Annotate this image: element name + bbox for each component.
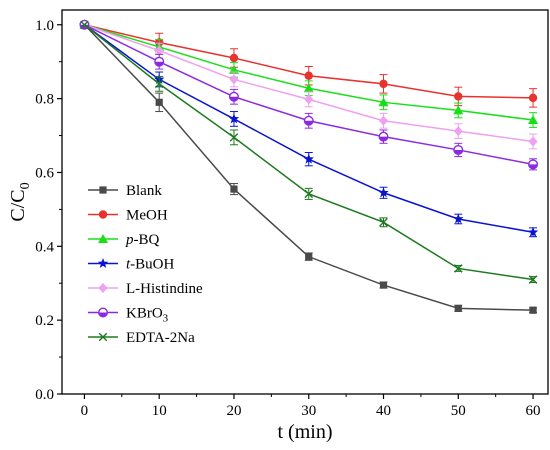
legend-label: Blank [126, 183, 162, 199]
legend: Blank MeOH p-BQ t-BuOH L-Histindine KBrO3 EDTA… [88, 183, 203, 346]
marker-fill [154, 61, 164, 66]
data-point [303, 83, 314, 93]
x-tick-label: 60 [526, 403, 541, 419]
data-point [304, 189, 314, 199]
legend-marker [98, 283, 108, 293]
marker-fill [528, 164, 538, 169]
y-tick-label: 0.6 [35, 165, 54, 181]
data-point [303, 115, 314, 126]
y-axis-title-subscript: 0 [18, 182, 33, 189]
marker-fill [379, 136, 388, 141]
plot-frame [61, 9, 549, 395]
marker-fill [304, 120, 314, 126]
legend-item-l-histindine: L-Histindine [88, 281, 203, 297]
data-point [154, 56, 165, 67]
legend-label: MeOH [126, 208, 168, 224]
legend-item-kbro3: KBrO3 [88, 306, 169, 325]
legend-marker [99, 186, 107, 194]
x-tick-label: 0 [81, 403, 89, 419]
data-point [229, 53, 239, 63]
marker-stroke [304, 189, 314, 199]
data-point [378, 187, 389, 198]
marker-stroke [98, 332, 108, 342]
legend-label: KBrO3 [126, 306, 169, 325]
marker-stroke [229, 133, 239, 142]
data-point [453, 105, 464, 115]
x-tick-label: 30 [301, 403, 316, 419]
marker-stroke [80, 20, 89, 30]
legend-label: EDTA-2Na [126, 330, 195, 346]
data-point [378, 97, 389, 107]
data-point [454, 92, 463, 101]
legend-item-t-buoh: t-BuOH [88, 257, 175, 273]
legend-label: L-Histindine [126, 281, 203, 297]
legend-item-meoh: MeOH [88, 208, 168, 224]
data-point [528, 275, 538, 284]
data-point [305, 253, 313, 261]
data-point [379, 281, 388, 289]
data-point [453, 144, 464, 155]
data-point [528, 93, 538, 103]
legend-marker [98, 332, 108, 342]
data-point [453, 213, 464, 224]
y-tick-label: 0.2 [35, 313, 54, 329]
data-point [379, 115, 389, 126]
data-point [528, 136, 538, 147]
data-point [230, 185, 238, 193]
legend-marker [97, 258, 109, 268]
legend-marker [98, 234, 108, 243]
data-point [80, 20, 89, 30]
marker-stroke [528, 275, 538, 284]
y-tick-label: 0.4 [35, 239, 54, 255]
data-point [527, 226, 539, 237]
data-point [229, 74, 239, 85]
x-axis: 0 10 20 30 40 50 60 [81, 394, 541, 419]
legend-item-p-bq: p-BQ [88, 232, 160, 248]
y-axis-title-main: C/C [7, 189, 29, 221]
marker-stroke [379, 218, 388, 227]
legend-marker [98, 210, 108, 219]
data-point [528, 159, 539, 170]
data-point [228, 113, 240, 124]
marker-stroke [453, 264, 463, 273]
legend-item-blank: Blank [88, 183, 162, 199]
data-point [453, 126, 463, 137]
data-point [155, 98, 163, 106]
legend-label: p-BQ [125, 232, 160, 248]
legend-label: t-BuOH [126, 257, 175, 273]
data-point [304, 94, 314, 105]
x-tick-label: 10 [152, 403, 167, 419]
data-point [304, 71, 313, 80]
data-point [528, 115, 539, 125]
y-axis: 0.0 0.2 0.4 0.6 0.8 1.0 [35, 18, 62, 403]
marker-fill [453, 149, 463, 155]
data-point [379, 79, 388, 89]
data-point [454, 304, 462, 312]
data-point [529, 306, 537, 314]
y-tick-label: 1.0 [35, 18, 54, 34]
data-point [378, 131, 389, 142]
data-point [154, 79, 164, 89]
data-point [303, 153, 314, 164]
data-point [229, 133, 239, 142]
legend-item-edta-2na: EDTA-2Na [88, 330, 195, 346]
data-point [453, 264, 463, 273]
marker-fill [229, 96, 239, 102]
legend-marker [97, 307, 108, 318]
x-tick-label: 40 [376, 403, 391, 419]
plot-marks [79, 19, 539, 314]
y-tick-label: 0.8 [35, 92, 54, 108]
y-tick-label: 0.0 [35, 387, 54, 403]
x-tick-label: 50 [451, 403, 466, 419]
y-axis-title: C/C0 [7, 182, 33, 221]
marker-stroke [154, 79, 164, 89]
x-axis-title: t (min) [278, 421, 333, 443]
series-edta-2na [80, 20, 538, 284]
data-point [228, 91, 239, 102]
data-point [379, 218, 388, 227]
x-tick-label: 20 [226, 403, 241, 419]
marker-fill [98, 312, 108, 317]
data-point [154, 45, 164, 56]
